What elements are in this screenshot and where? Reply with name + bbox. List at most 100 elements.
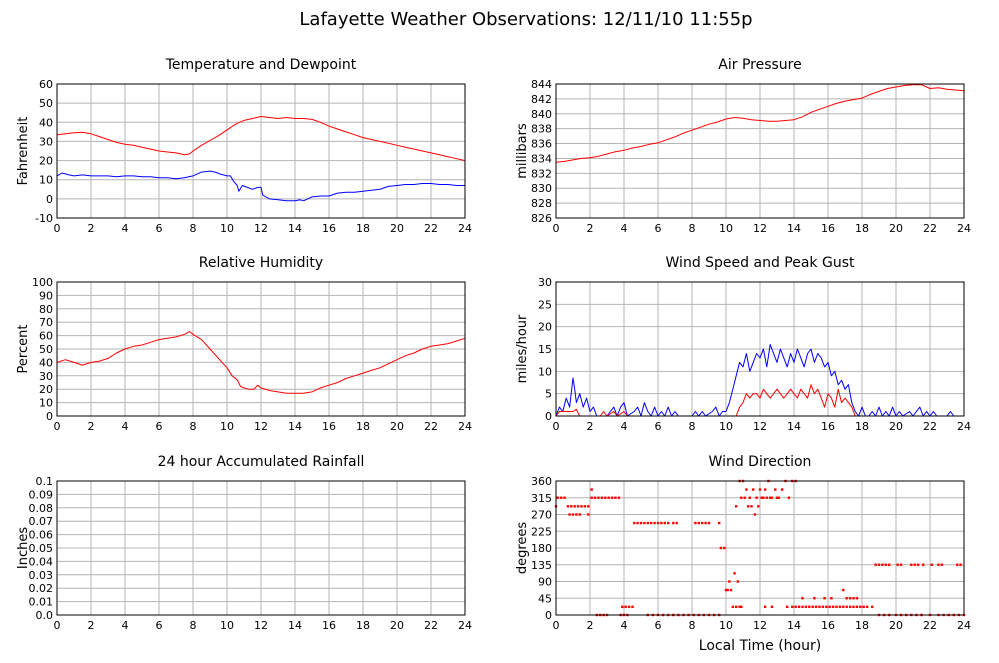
direction-point [774,488,777,491]
x-tick-label: 2 [88,420,95,433]
y-tick-label: 20 [538,321,552,334]
x-tick-label: 14 [288,222,302,235]
direction-point [559,496,563,499]
x-tick-label: 2 [587,222,594,235]
direction-point [746,505,750,508]
y-axis-label: degrees [515,522,530,575]
x-tick-label: 16 [821,222,835,235]
direction-point [656,521,660,525]
plot-frame [555,83,965,219]
y-tick-label: 40 [39,116,53,129]
x-tick-label: 12 [753,420,767,433]
direction-point [821,605,825,609]
direction-point [604,496,607,499]
y-axis-label: Inches [16,527,31,569]
x-tick-label: 4 [621,420,628,433]
x-tick-label: 14 [787,619,801,632]
y-axis-label: Percent [16,325,31,374]
direction-point [818,605,821,609]
y-tick-label: 5 [545,388,552,401]
x-tick-label: 24 [957,619,971,632]
y-tick-label: 0.05 [29,542,54,555]
x-tick-label: 24 [957,222,971,235]
direction-point [590,488,593,491]
direction-point [633,521,636,525]
y-tick-label: 15 [538,343,552,356]
x-tick-label: 0 [553,222,560,235]
direction-point [667,521,670,525]
direction-point [842,588,845,592]
direction-point [828,605,831,609]
direction-point [566,505,570,508]
x-tick-label: 8 [689,222,696,235]
y-axis-label: Fahrenheit [16,117,31,186]
direction-point [631,605,634,609]
x-tick-label: 0 [553,420,560,433]
direction-point [697,521,700,525]
direction-point [660,521,663,525]
y-tick-label: 60 [39,78,53,91]
y-tick-label: 30 [538,276,552,289]
x-tick-label: 22 [923,222,937,235]
direction-point [865,605,869,609]
direction-point [740,496,743,499]
x-tick-label: 6 [655,619,662,632]
y-tick-label: 840 [531,108,552,121]
x-tick-label: 12 [254,619,268,632]
x-tick-label: 0 [54,420,61,433]
direction-point [593,496,597,499]
direction-point [650,521,653,525]
direction-point [590,496,593,499]
y-tick-label: 0.03 [29,569,54,582]
x-tick-label: 4 [122,420,129,433]
direction-point [724,588,728,592]
direction-point [636,521,639,525]
direction-point [704,521,707,525]
direction-point [859,605,862,609]
direction-point [743,496,746,499]
y-tick-label: 0.02 [29,582,54,595]
page-title: Lafayette Weather Observations: 12/11/10… [299,9,752,30]
direction-point [583,505,587,508]
direction-point [763,488,767,491]
y-tick-label: 25 [538,298,552,311]
x-tick-label: 6 [156,420,163,433]
series-line-1 [555,84,965,163]
y-tick-label: 0 [545,609,552,622]
x-tick-label: 10 [719,420,733,433]
y-tick-label: 40 [39,356,53,369]
direction-point [614,496,617,499]
y-tick-label: 360 [531,475,552,488]
direction-point [797,605,801,609]
x-tick-label: 12 [254,222,268,235]
direction-point [570,505,573,508]
y-tick-label: 70 [39,316,53,329]
direction-point [770,496,774,499]
direction-point [787,496,791,499]
y-tick-label: 100 [32,276,53,289]
x-tick-label: 2 [88,619,95,632]
chart-title: Wind Direction [709,454,812,470]
x-tick-label: 4 [122,222,129,235]
y-tick-label: 60 [39,330,53,343]
x-tick-label: 20 [390,420,404,433]
x-tick-label: 4 [621,222,628,235]
direction-point [694,521,697,525]
direction-point [769,496,772,499]
y-tick-label: 10 [538,365,552,378]
direction-point [627,605,631,609]
direction-point [937,563,940,566]
direction-point [624,605,627,609]
direction-point [643,521,646,525]
chart-title: Temperature and Dewpoint [165,57,357,73]
direction-point [855,605,859,609]
direction-point [597,496,600,499]
direction-point [888,563,891,566]
direction-point [845,605,848,609]
x-tick-label: 20 [390,222,404,235]
direction-point [871,605,874,609]
direction-point [813,597,816,600]
plot-frame [555,281,965,417]
direction-point [607,496,610,499]
